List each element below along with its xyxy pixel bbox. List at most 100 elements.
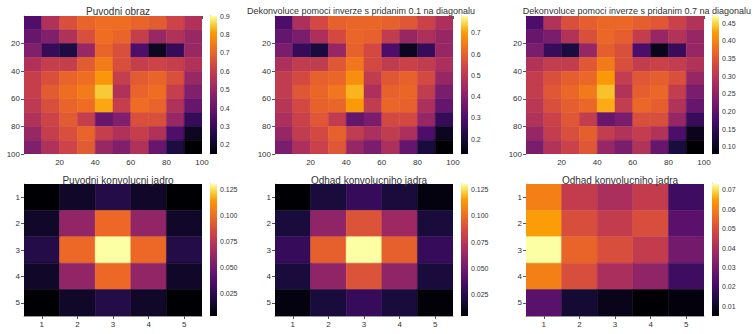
svg-text:0.05: 0.05: [722, 225, 736, 232]
svg-text:100: 100: [446, 158, 460, 167]
svg-text:3: 3: [362, 320, 367, 329]
svg-text:0.4: 0.4: [220, 105, 230, 112]
svg-text:0.5: 0.5: [471, 72, 481, 79]
svg-text:0.07: 0.07: [722, 186, 736, 193]
svg-text:0.7: 0.7: [220, 49, 230, 56]
svg-text:20: 20: [55, 158, 64, 167]
svg-text:60: 60: [513, 94, 522, 103]
svg-text:2: 2: [577, 320, 582, 329]
svg-text:Dekonvoluce pomoci inverze s p: Dekonvoluce pomoci inverze s pridanim 0.…: [523, 6, 751, 16]
svg-text:0.01: 0.01: [722, 303, 736, 310]
svg-text:5: 5: [684, 320, 689, 329]
svg-text:3: 3: [518, 246, 523, 255]
svg-text:0.2: 0.2: [471, 136, 481, 143]
svg-text:4: 4: [648, 320, 653, 329]
svg-text:0.7: 0.7: [471, 29, 481, 36]
svg-text:Puvodni konvolucni jadro: Puvodni konvolucni jadro: [62, 175, 174, 186]
svg-text:80: 80: [262, 122, 271, 131]
svg-text:4: 4: [267, 272, 272, 281]
svg-text:20: 20: [513, 39, 522, 48]
svg-text:1: 1: [291, 320, 296, 329]
svg-text:40: 40: [593, 158, 602, 167]
svg-text:0.02: 0.02: [722, 283, 736, 290]
svg-text:60: 60: [377, 158, 386, 167]
svg-text:0.4: 0.4: [471, 93, 481, 100]
svg-text:5: 5: [182, 320, 187, 329]
svg-text:0.100: 0.100: [471, 212, 489, 219]
svg-text:0.075: 0.075: [220, 238, 238, 245]
svg-text:60: 60: [11, 94, 20, 103]
svg-text:20: 20: [306, 158, 315, 167]
svg-text:Dekonvoluce pomoci inverze s p: Dekonvoluce pomoci inverze s pridanim 0.…: [247, 6, 475, 16]
svg-text:40: 40: [262, 67, 271, 76]
svg-text:4: 4: [16, 272, 21, 281]
svg-text:0.30: 0.30: [722, 73, 736, 80]
svg-text:20: 20: [557, 158, 566, 167]
svg-text:3: 3: [267, 246, 272, 255]
svg-text:1: 1: [267, 193, 272, 202]
svg-text:1: 1: [16, 193, 21, 202]
svg-text:0.20: 0.20: [722, 108, 736, 115]
svg-text:0.9: 0.9: [220, 13, 230, 20]
svg-text:5: 5: [267, 298, 272, 307]
svg-text:5: 5: [433, 320, 438, 329]
svg-text:0.125: 0.125: [220, 186, 238, 193]
svg-text:100: 100: [258, 150, 272, 159]
svg-text:4: 4: [518, 272, 523, 281]
svg-text:0.25: 0.25: [722, 90, 736, 97]
svg-text:Odhad konvolucniho jadra: Odhad konvolucniho jadra: [311, 175, 428, 186]
svg-text:0.100: 0.100: [220, 212, 238, 219]
svg-text:100: 100: [697, 158, 711, 167]
svg-text:0.025: 0.025: [471, 291, 489, 298]
svg-text:5: 5: [16, 298, 21, 307]
svg-text:0.050: 0.050: [471, 265, 489, 272]
svg-text:0.025: 0.025: [220, 290, 238, 297]
svg-text:0.3: 0.3: [471, 114, 481, 121]
svg-text:2: 2: [75, 320, 80, 329]
svg-text:3: 3: [16, 246, 21, 255]
svg-text:20: 20: [262, 39, 271, 48]
svg-text:80: 80: [413, 158, 422, 167]
svg-text:40: 40: [91, 158, 100, 167]
svg-text:Odhad konvolucniho jadra: Odhad konvolucniho jadra: [562, 175, 679, 186]
svg-text:100: 100: [7, 150, 21, 159]
svg-text:2: 2: [16, 219, 21, 228]
svg-text:60: 60: [262, 94, 271, 103]
svg-text:40: 40: [11, 67, 20, 76]
svg-text:80: 80: [162, 158, 171, 167]
svg-text:3: 3: [613, 320, 618, 329]
svg-text:20: 20: [11, 39, 20, 48]
svg-text:60: 60: [126, 158, 135, 167]
svg-text:0.03: 0.03: [722, 264, 736, 271]
svg-text:0.8: 0.8: [220, 31, 230, 38]
svg-text:100: 100: [195, 158, 209, 167]
svg-text:4: 4: [397, 320, 402, 329]
svg-text:0.050: 0.050: [220, 264, 238, 271]
svg-text:1: 1: [518, 193, 523, 202]
svg-text:2: 2: [518, 219, 523, 228]
svg-text:2: 2: [267, 219, 272, 228]
svg-text:5: 5: [518, 298, 523, 307]
svg-text:0.5: 0.5: [220, 86, 230, 93]
svg-text:0.35: 0.35: [722, 55, 736, 62]
svg-text:0.40: 0.40: [722, 37, 736, 44]
svg-text:0.125: 0.125: [471, 186, 489, 193]
svg-text:4: 4: [146, 320, 151, 329]
svg-text:0.06: 0.06: [722, 206, 736, 213]
svg-text:1: 1: [40, 320, 45, 329]
svg-text:0.15: 0.15: [722, 126, 736, 133]
svg-text:100: 100: [509, 150, 523, 159]
svg-text:0.2: 0.2: [220, 141, 230, 148]
svg-text:2: 2: [326, 320, 331, 329]
svg-text:40: 40: [513, 67, 522, 76]
svg-text:0.6: 0.6: [471, 51, 481, 58]
svg-text:40: 40: [342, 158, 351, 167]
svg-text:60: 60: [628, 158, 637, 167]
svg-text:1: 1: [542, 320, 547, 329]
svg-text:0.3: 0.3: [220, 123, 230, 130]
svg-text:0.10: 0.10: [722, 143, 736, 150]
svg-text:80: 80: [11, 122, 20, 131]
svg-text:0.6: 0.6: [220, 68, 230, 75]
svg-text:80: 80: [664, 158, 673, 167]
svg-text:80: 80: [513, 122, 522, 131]
